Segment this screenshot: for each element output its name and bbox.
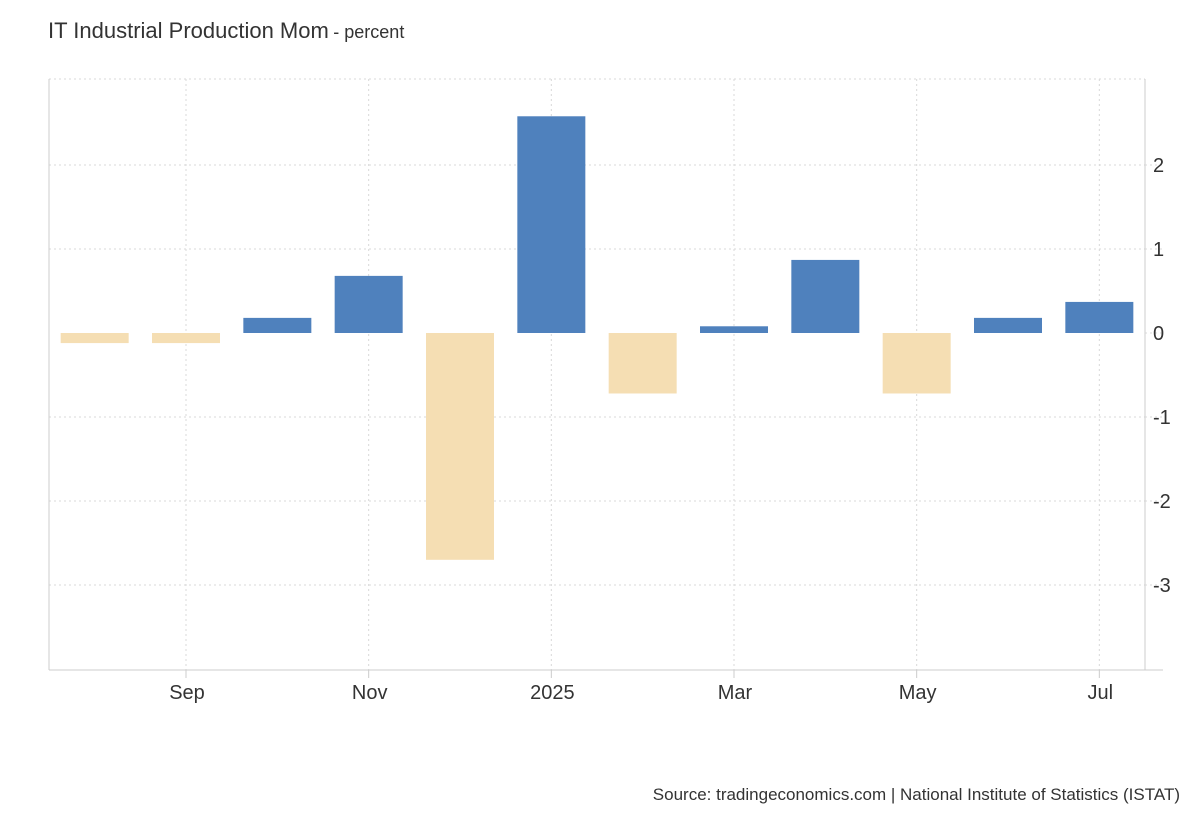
y-tick-label: -2 [1153,491,1171,513]
y-tick-label: 1 [1153,239,1164,261]
y-tick-label: 0 [1153,323,1164,345]
y-tick-label: -1 [1153,407,1171,429]
chart-title: IT Industrial Production Mom [48,18,329,43]
bar [60,333,129,344]
bar [334,275,403,333]
bar [700,326,768,333]
x-tick-label: Nov [352,682,388,704]
x-tick-label: Jul [1088,682,1114,704]
bar [152,333,220,344]
x-tick-label: May [899,682,937,704]
bar [517,116,586,333]
bar [974,317,1042,333]
chart-subtitle: - percent [333,22,405,42]
bar [608,333,677,394]
bar [1065,301,1134,333]
bar-chart: 2 1 0 -1 -2 -3 Sep Nov 2025 Mar May Jul [48,78,1171,704]
source-attribution: Source: tradingeconomics.com | National … [652,785,1180,804]
bar [882,333,951,394]
bar [426,333,494,560]
x-tick-label: 2025 [530,682,575,704]
y-tick-label: 2 [1153,155,1164,177]
chart-title-block: IT Industrial Production Mom - percent [48,18,404,44]
x-tick-label: Sep [169,682,205,704]
x-tick-label: Mar [718,682,753,704]
bar [791,259,860,333]
y-tick-label: -3 [1153,575,1171,597]
bar [243,317,312,333]
